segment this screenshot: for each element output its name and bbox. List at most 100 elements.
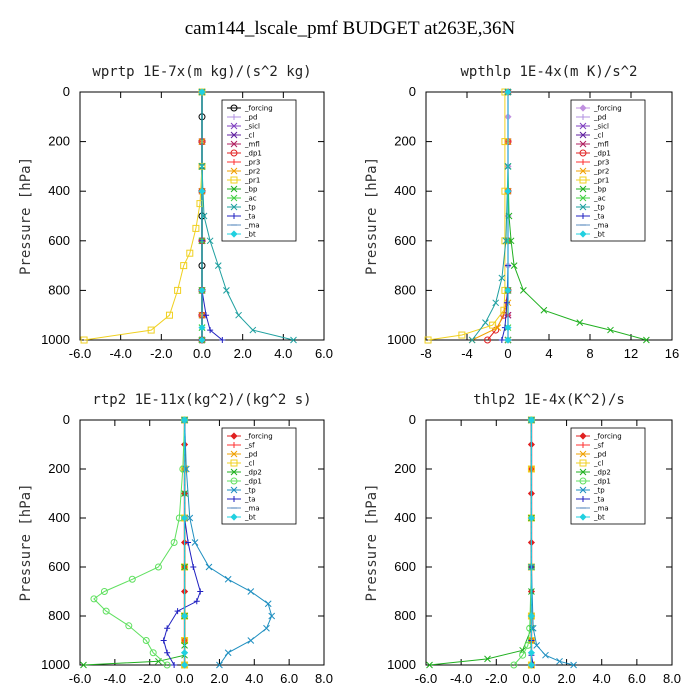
x-tick-label: 6.0	[315, 346, 333, 361]
legend-label: _pd	[244, 114, 257, 122]
legend-label: _sicl	[593, 123, 609, 131]
data-point	[192, 224, 200, 232]
x-tick-label: 0.0	[176, 671, 194, 686]
y-tick-label: 800	[394, 282, 416, 297]
legend-label: _ta	[244, 213, 256, 221]
data-point	[224, 649, 232, 657]
data-point	[102, 607, 110, 615]
legend-label: _pr2	[593, 168, 609, 176]
data-point	[520, 287, 527, 294]
legend-swatch-marker	[231, 159, 237, 165]
data-point	[503, 299, 510, 306]
chart-title: rtp2 1E-11x(kg^2)/(kg^2 s)	[92, 392, 311, 408]
plot-frame	[425, 419, 673, 666]
data-point	[489, 321, 497, 329]
legend-label: _bt	[593, 514, 605, 522]
x-tick-label: -8	[420, 346, 432, 361]
legend-swatch-marker	[579, 513, 587, 521]
data-point	[426, 661, 433, 669]
legend-swatch-marker	[580, 213, 586, 219]
series-line	[84, 92, 203, 341]
legend-label: _ac	[244, 195, 257, 203]
legend-label: _ma	[593, 222, 609, 230]
series-bt	[527, 416, 535, 669]
data-point	[519, 651, 527, 659]
legend-swatch-marker	[579, 486, 587, 494]
y-tick-label: 600	[48, 559, 70, 574]
legend-swatch-marker	[230, 468, 238, 476]
legend-label: _pd	[593, 114, 606, 122]
legend-swatch-marker	[579, 459, 587, 467]
data-point	[556, 657, 563, 665]
x-tick-label: -4.0	[450, 671, 472, 686]
data-point	[247, 588, 255, 595]
x-tick-label: 0	[504, 346, 511, 361]
chart-panel-3: rtp2 1E-11x(kg^2)/(kg^2 s) Pressure [hPa]…	[18, 392, 333, 686]
legend-label: _pd	[593, 451, 606, 459]
data-point	[504, 286, 512, 294]
data-point	[290, 336, 297, 344]
legend-swatch-marker	[579, 167, 587, 175]
y-tick-label: 800	[48, 282, 70, 297]
data-point	[507, 237, 515, 245]
y-tick-label: 1000	[41, 657, 70, 672]
legend-swatch-marker	[579, 122, 587, 130]
legend-swatch-marker	[579, 131, 587, 139]
y-tick-label: 600	[394, 233, 416, 248]
data-point	[249, 326, 257, 334]
x-tick-label: 8.0	[663, 671, 681, 686]
data-point	[181, 612, 189, 620]
data-point	[468, 336, 476, 344]
data-point	[198, 286, 206, 294]
legend-label: _forcing	[593, 433, 622, 441]
legend-swatch-marker	[579, 450, 587, 458]
series-ta	[199, 89, 226, 343]
data-point	[174, 608, 181, 615]
y-tick-label: 1000	[387, 657, 416, 672]
y-tick-label: 0	[63, 84, 70, 99]
legend-swatch-marker	[231, 213, 237, 219]
y-tick-label: 200	[394, 134, 416, 149]
y-tick-label: 1000	[41, 332, 70, 347]
legend-label: _bt	[244, 514, 256, 522]
data-point	[504, 187, 512, 195]
chart-panel-4: thlp2 1E-4x(K^2)/s Pressure [hPa] 0 200 400 6…	[364, 392, 681, 686]
legend-label: _mfl	[244, 141, 260, 149]
data-point	[206, 237, 214, 245]
legend-label: _sicl	[244, 123, 260, 131]
y-tick-label: 800	[48, 608, 70, 623]
legend-swatch-marker	[579, 176, 587, 184]
legend-swatch-marker	[230, 131, 238, 139]
data-point	[504, 88, 512, 96]
legend-swatch-marker	[230, 230, 238, 238]
x-tick-label: -2.0	[485, 671, 507, 686]
legend-label: _tp	[244, 204, 256, 212]
legend-label: _ma	[244, 505, 260, 513]
y-tick-label: 800	[394, 608, 416, 623]
y-tick-label: 400	[48, 510, 70, 525]
x-tick-label: 4.0	[274, 346, 292, 361]
legend-swatch-marker	[230, 194, 238, 202]
legend-swatch-marker	[230, 185, 238, 193]
legend-swatch-marker	[230, 486, 238, 494]
x-tick-label: 12	[624, 346, 638, 361]
data-point	[527, 514, 535, 522]
data-point	[180, 262, 188, 270]
legend-swatch-marker	[579, 194, 587, 202]
data-point	[147, 326, 155, 334]
data-point	[128, 575, 136, 583]
chart-legend: _forcing_pd_sicl_cl_mfl_dp1_pr3_pr2_pr1_…	[570, 99, 646, 242]
data-point	[214, 262, 222, 269]
x-tick-label: -6.0	[69, 671, 91, 686]
series-tp	[528, 416, 577, 669]
y-tick-label: 400	[48, 183, 70, 198]
legend-swatch-marker	[579, 230, 587, 238]
data-point	[193, 598, 200, 605]
data-point	[527, 612, 535, 620]
legend-swatch-marker	[579, 432, 587, 440]
legend-swatch-marker	[230, 513, 238, 521]
data-point	[170, 539, 178, 546]
legend-label: _tp	[593, 204, 605, 212]
data-point	[268, 612, 276, 620]
data-point	[607, 326, 614, 334]
